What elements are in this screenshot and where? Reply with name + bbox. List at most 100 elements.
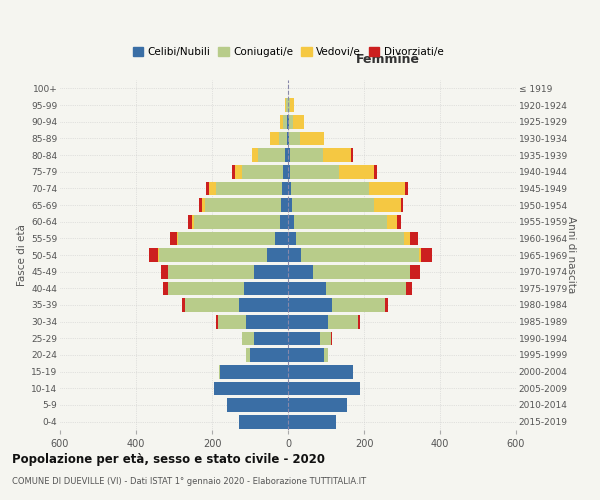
Bar xyxy=(159,248,267,262)
Bar xyxy=(250,348,288,362)
Bar xyxy=(328,315,358,328)
Bar xyxy=(219,365,220,378)
Bar xyxy=(358,315,360,328)
Bar xyxy=(288,382,360,395)
Bar xyxy=(288,315,328,328)
Bar xyxy=(177,232,178,245)
Bar xyxy=(410,265,420,278)
Bar xyxy=(246,315,288,328)
Bar xyxy=(406,282,412,295)
Bar xyxy=(313,265,410,278)
Bar xyxy=(288,365,353,378)
Bar xyxy=(340,165,374,178)
Bar xyxy=(288,148,290,162)
Bar xyxy=(158,248,159,262)
Bar xyxy=(192,215,194,228)
Bar xyxy=(205,198,281,212)
Bar xyxy=(220,365,288,378)
Bar xyxy=(288,332,320,345)
Bar xyxy=(246,348,250,362)
Bar xyxy=(254,332,288,345)
Bar xyxy=(239,415,288,428)
Bar xyxy=(290,148,323,162)
Bar xyxy=(254,265,288,278)
Bar xyxy=(288,232,296,245)
Bar xyxy=(288,132,289,145)
Bar xyxy=(209,182,216,195)
Bar xyxy=(421,248,431,262)
Bar xyxy=(216,315,218,328)
Bar xyxy=(242,165,283,178)
Bar xyxy=(385,298,388,312)
Bar xyxy=(232,165,235,178)
Bar xyxy=(320,332,331,345)
Bar xyxy=(239,298,288,312)
Bar xyxy=(331,332,332,345)
Bar xyxy=(163,282,168,295)
Bar xyxy=(178,232,275,245)
Bar xyxy=(275,232,288,245)
Bar xyxy=(288,182,291,195)
Bar xyxy=(373,198,401,212)
Bar xyxy=(227,398,288,412)
Bar xyxy=(324,348,328,362)
Y-axis label: Fasce di età: Fasce di età xyxy=(17,224,27,286)
Bar xyxy=(194,215,280,228)
Bar xyxy=(283,115,287,128)
Text: Popolazione per età, sesso e stato civile - 2020: Popolazione per età, sesso e stato civil… xyxy=(12,452,325,466)
Bar xyxy=(296,232,404,245)
Bar xyxy=(280,215,288,228)
Bar xyxy=(206,182,209,195)
Bar xyxy=(290,98,295,112)
Bar xyxy=(202,198,205,212)
Bar xyxy=(290,165,340,178)
Bar xyxy=(294,215,387,228)
Bar xyxy=(292,198,373,212)
Text: COMUNE DI DUEVILLE (VI) - Dati ISTAT 1° gennaio 2020 - Elaborazione TUTTITALIA.I: COMUNE DI DUEVILLE (VI) - Dati ISTAT 1° … xyxy=(12,478,366,486)
Bar xyxy=(288,348,324,362)
Bar xyxy=(291,182,369,195)
Bar xyxy=(235,165,242,178)
Bar xyxy=(387,215,397,228)
Bar xyxy=(288,398,347,412)
Bar xyxy=(287,132,288,145)
Bar xyxy=(251,148,259,162)
Bar xyxy=(244,282,288,295)
Bar xyxy=(352,148,353,162)
Bar xyxy=(419,248,421,262)
Bar xyxy=(281,198,288,212)
Bar xyxy=(326,282,406,295)
Bar xyxy=(404,232,410,245)
Bar xyxy=(199,198,202,212)
Bar xyxy=(284,98,286,112)
Bar xyxy=(288,298,332,312)
Bar xyxy=(405,182,408,195)
Bar xyxy=(182,298,185,312)
Bar xyxy=(397,215,401,228)
Bar xyxy=(300,132,325,145)
Bar xyxy=(293,115,304,128)
Y-axis label: Anni di nascita: Anni di nascita xyxy=(566,216,577,294)
Bar xyxy=(188,215,192,228)
Bar xyxy=(288,215,294,228)
Bar xyxy=(168,265,254,278)
Bar xyxy=(288,165,290,178)
Bar xyxy=(278,132,287,145)
Bar xyxy=(286,98,287,112)
Bar xyxy=(270,132,278,145)
Bar xyxy=(288,248,301,262)
Bar xyxy=(410,232,418,245)
Bar xyxy=(323,148,352,162)
Bar xyxy=(289,132,300,145)
Bar xyxy=(289,98,290,112)
Bar xyxy=(285,148,288,162)
Bar xyxy=(168,282,244,295)
Bar xyxy=(288,415,335,428)
Bar xyxy=(283,182,288,195)
Bar xyxy=(242,332,254,345)
Bar xyxy=(214,382,288,395)
Bar xyxy=(280,115,283,128)
Bar xyxy=(218,315,246,328)
Legend: Celibi/Nubili, Coniugati/e, Vedovi/e, Divorziati/e: Celibi/Nubili, Coniugati/e, Vedovi/e, Di… xyxy=(128,43,448,62)
Bar xyxy=(267,248,288,262)
